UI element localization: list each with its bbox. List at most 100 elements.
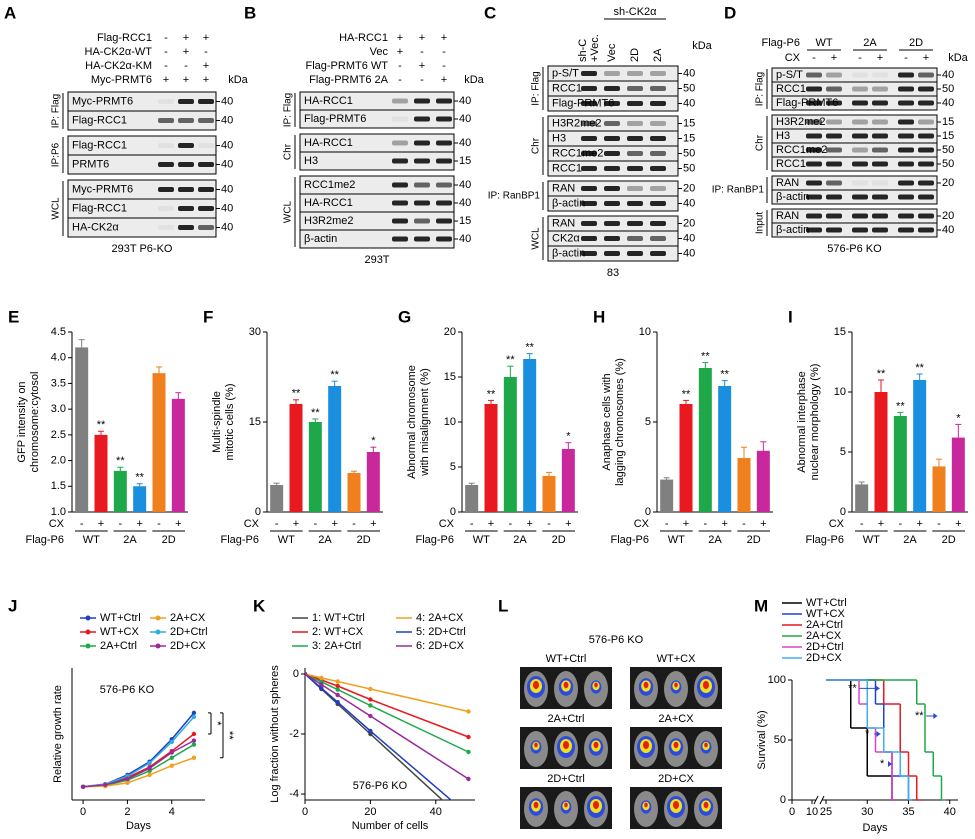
y-tick-label: 5: [645, 416, 651, 428]
band: [918, 100, 934, 106]
panel-note: 576-P6 KO: [589, 634, 644, 646]
column-label: 2A: [652, 48, 664, 62]
legend-marker: [155, 615, 161, 621]
y-tick-label: 20: [444, 326, 456, 338]
image-label: 2A+CX: [658, 713, 694, 725]
column-label: Vec: [606, 43, 618, 62]
band: [198, 187, 214, 192]
legend-label: 2D+Ctrl: [170, 626, 208, 638]
lane-group-label: WT: [815, 37, 832, 49]
band: [392, 140, 408, 146]
plot-area: [305, 671, 471, 800]
row-label: HA-RCC1: [304, 197, 353, 209]
kda-value: 15: [683, 132, 695, 144]
header-mark: +: [183, 46, 189, 58]
significance: **: [311, 407, 320, 419]
y-tick-label: 15: [834, 326, 846, 338]
panel-letter: J: [8, 596, 17, 615]
legend-label: 2A+Ctrl: [806, 619, 843, 631]
kda-value: 40: [221, 95, 233, 107]
header-label: Myc-PRMT6: [91, 74, 152, 86]
band: [898, 133, 914, 139]
significance: *: [566, 431, 571, 443]
y-tick-label: -2: [289, 728, 299, 740]
band: [198, 118, 214, 123]
signal: [673, 801, 679, 809]
y-tick-label: 0: [255, 506, 261, 518]
band: [898, 227, 914, 233]
header-label: Flag-RCC1: [97, 32, 152, 44]
band: [581, 166, 597, 171]
group-label: 2D: [747, 534, 761, 546]
bar: [855, 484, 869, 512]
header-mark: -: [420, 74, 424, 86]
blot-footer: 293T: [364, 254, 389, 266]
bar: [94, 434, 108, 512]
band: [198, 99, 214, 104]
data-point: [191, 738, 197, 743]
header-label: Flag-P6: [761, 37, 800, 49]
signal: [644, 802, 648, 808]
header-mark: +: [203, 32, 209, 44]
band: [918, 180, 934, 186]
x-tick-label: -: [937, 518, 941, 530]
series-line: [305, 673, 453, 800]
band: [852, 147, 868, 153]
y-tick-label: -4: [289, 788, 299, 800]
x-tick-label: -: [898, 518, 902, 530]
kda-value: 20: [942, 210, 954, 222]
band: [178, 118, 194, 123]
panel-letter: B: [244, 3, 256, 22]
significance: *: [865, 728, 870, 740]
band: [178, 162, 194, 167]
band: [806, 119, 822, 125]
x-tick-label: 4: [169, 806, 175, 818]
band: [604, 136, 620, 141]
x-tick-label: -: [352, 518, 356, 530]
bar: [698, 368, 712, 512]
band: [826, 147, 842, 153]
band: [806, 213, 822, 219]
band: [898, 72, 914, 78]
legend-label: WT+Ctrl: [806, 597, 847, 609]
band: [627, 101, 643, 106]
x-tick-label: -: [742, 518, 746, 530]
band: [872, 213, 888, 219]
band: [604, 221, 620, 226]
header-mark: +: [397, 46, 403, 58]
legend-marker: [155, 629, 161, 635]
header-mark: -: [204, 46, 208, 58]
x-tick-label: +: [760, 518, 766, 530]
legend-label: 2A+CX: [170, 612, 206, 624]
significance: **: [682, 388, 691, 400]
data-point: [368, 703, 373, 708]
legend-label: 2D+Ctrl: [806, 641, 844, 653]
significance: **: [720, 369, 729, 381]
band: [604, 121, 620, 126]
header-mark: -: [164, 60, 168, 72]
header-mark: -: [858, 52, 862, 64]
band: [852, 119, 868, 125]
band: [198, 206, 214, 211]
band: [918, 161, 934, 167]
significance: **: [877, 368, 886, 380]
x-axis-label: Number of cells: [352, 820, 429, 832]
band: [436, 98, 452, 104]
kda-value: 15: [942, 116, 954, 128]
series-line: [83, 739, 195, 788]
x-tick-label: -: [508, 518, 512, 530]
kda-value: 40: [221, 139, 233, 151]
band: [581, 201, 597, 206]
band: [414, 236, 430, 242]
x-tick-label: +: [370, 518, 376, 530]
kda-value: 40: [683, 232, 695, 244]
row-label: β-actin: [552, 247, 585, 259]
band: [392, 158, 408, 164]
band: [581, 86, 597, 91]
band: [436, 218, 452, 224]
kda-label: kDa: [228, 74, 248, 86]
kda-value: 40: [459, 95, 471, 107]
group-label: WT: [668, 534, 685, 546]
bar: [718, 386, 732, 512]
group-label: 2A: [708, 534, 722, 546]
